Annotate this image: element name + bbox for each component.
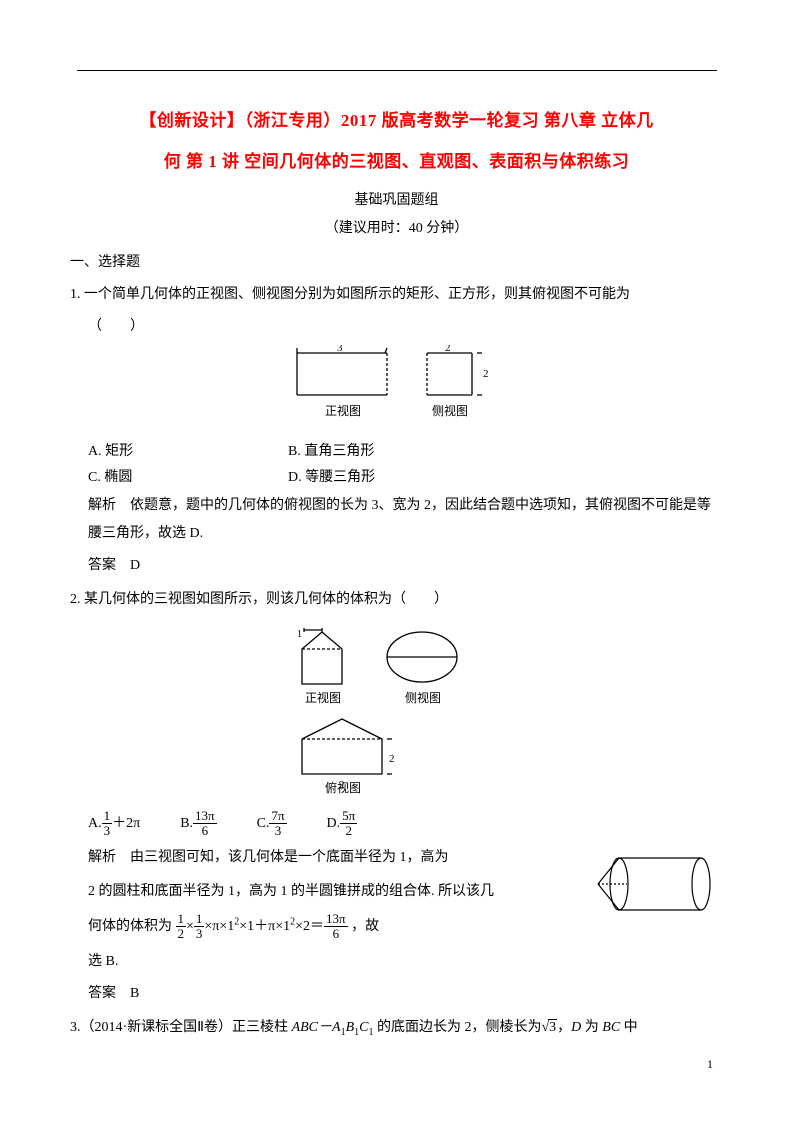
q2-explain-4: 选 B. xyxy=(70,948,723,976)
q1-opt-a: A. 矩形 xyxy=(88,440,288,460)
q2-opt-d: D.5π2 xyxy=(327,809,358,839)
q1-diagram: 3 正视图 2 2 侧视图 xyxy=(70,345,723,430)
title-line-1: 【创新设计】（浙江专用）2017 版高考数学一轮复习 第八章 立体几 xyxy=(70,101,723,142)
q1-options-row2: C. 椭圆 D. 等腰三角形 xyxy=(70,466,723,486)
q3-BC: BC xyxy=(602,1020,620,1035)
q1-explain: 解析 依题意，题中的几何体的俯视图的长为 3、宽为 2，因此结合题中选项知，其俯… xyxy=(70,492,723,548)
q2-svg: 1 正视图 侧视图 2 2 俯视图 xyxy=(247,624,547,794)
q2-opt-c: C.7π3 xyxy=(257,809,287,839)
page-number: 1 xyxy=(707,1057,713,1072)
q2-optC-pre: C. xyxy=(257,816,270,831)
q2-options: A.13＋2π B.13π6 C.7π3 D.5π2 xyxy=(70,809,723,839)
q2-optD-pre: D. xyxy=(327,816,341,831)
q3-b: 的底面边长为 2，侧棱长为 xyxy=(373,1020,541,1035)
time-hint: （建议用时：40 分钟） xyxy=(70,217,723,237)
q3-text: 3.（2014·新课标全国Ⅱ卷）正三棱柱 ABC－A1B1C1 的底面边长为 2… xyxy=(70,1014,723,1043)
q2-top-label: 俯视图 xyxy=(325,780,361,794)
q2-explain3a: 何体的体积为 xyxy=(88,919,172,934)
q2-diagram: 1 正视图 侧视图 2 2 俯视图 xyxy=(70,624,723,799)
q2-optA-pre: A. xyxy=(88,816,102,831)
q1-svg: 3 正视图 2 2 侧视图 xyxy=(267,345,527,425)
q1-paren: （ ） xyxy=(70,315,723,335)
svg-text:1: 1 xyxy=(297,629,302,640)
q2-side-label: 侧视图 xyxy=(405,690,441,705)
q2-opt-a: A.13＋2π xyxy=(88,809,140,839)
svg-text:2: 2 xyxy=(389,753,395,765)
q2-opt-b: B.13π6 xyxy=(180,809,216,839)
q1-opt-d: D. 等腰三角形 xyxy=(288,466,488,486)
section-1-header: 一、选择题 xyxy=(70,251,723,271)
q3-sqrt: 3 xyxy=(548,1019,557,1035)
q1-opt-c: C. 椭圆 xyxy=(88,466,288,486)
q2-optB-pre: B. xyxy=(180,816,193,831)
main-title: 【创新设计】（浙江专用）2017 版高考数学一轮复习 第八章 立体几 何 第 1… xyxy=(70,101,723,183)
q2-text: 2. 某几何体的三视图如图所示，则该几何体的体积为（ ） xyxy=(70,586,723,614)
q2-front-label: 正视图 xyxy=(305,690,341,705)
q1-opt-b: B. 直角三角形 xyxy=(288,440,488,460)
q3-D: D xyxy=(571,1020,581,1035)
q3-d: ， xyxy=(557,1020,571,1035)
svg-text:2: 2 xyxy=(445,345,451,354)
q3-prism: ABC－A xyxy=(292,1020,341,1035)
q2-cylinder-svg xyxy=(593,844,723,924)
q1-options-row1: A. 矩形 B. 直角三角形 xyxy=(70,440,723,460)
q3-f: 中 xyxy=(620,1020,638,1035)
top-divider xyxy=(77,70,717,71)
title-line-2: 何 第 1 讲 空间几何体的三视图、直观图、表面积与体积练习 xyxy=(70,142,723,183)
q2-answer: 答案 B xyxy=(70,982,723,1002)
q1-side-label: 侧视图 xyxy=(432,403,468,418)
svg-text:3: 3 xyxy=(337,345,343,354)
svg-text:2: 2 xyxy=(483,368,489,380)
subtitle: 基础巩固题组 xyxy=(70,189,723,209)
q1-text: 1. 一个简单几何体的正视图、侧视图分别为如图所示的矩形、正方形，则其俯视图不可… xyxy=(70,281,723,309)
q1-answer: 答案 D xyxy=(70,554,723,574)
q3-e: 为 xyxy=(581,1020,602,1035)
q1-front-label: 正视图 xyxy=(325,403,361,418)
q3-b1: B xyxy=(346,1020,355,1035)
q2-explain3b: ，故 xyxy=(351,919,379,934)
q2-solution-diagram xyxy=(593,844,723,929)
q3-a: 3.（2014·新课标全国Ⅱ卷）正三棱柱 xyxy=(70,1020,292,1035)
